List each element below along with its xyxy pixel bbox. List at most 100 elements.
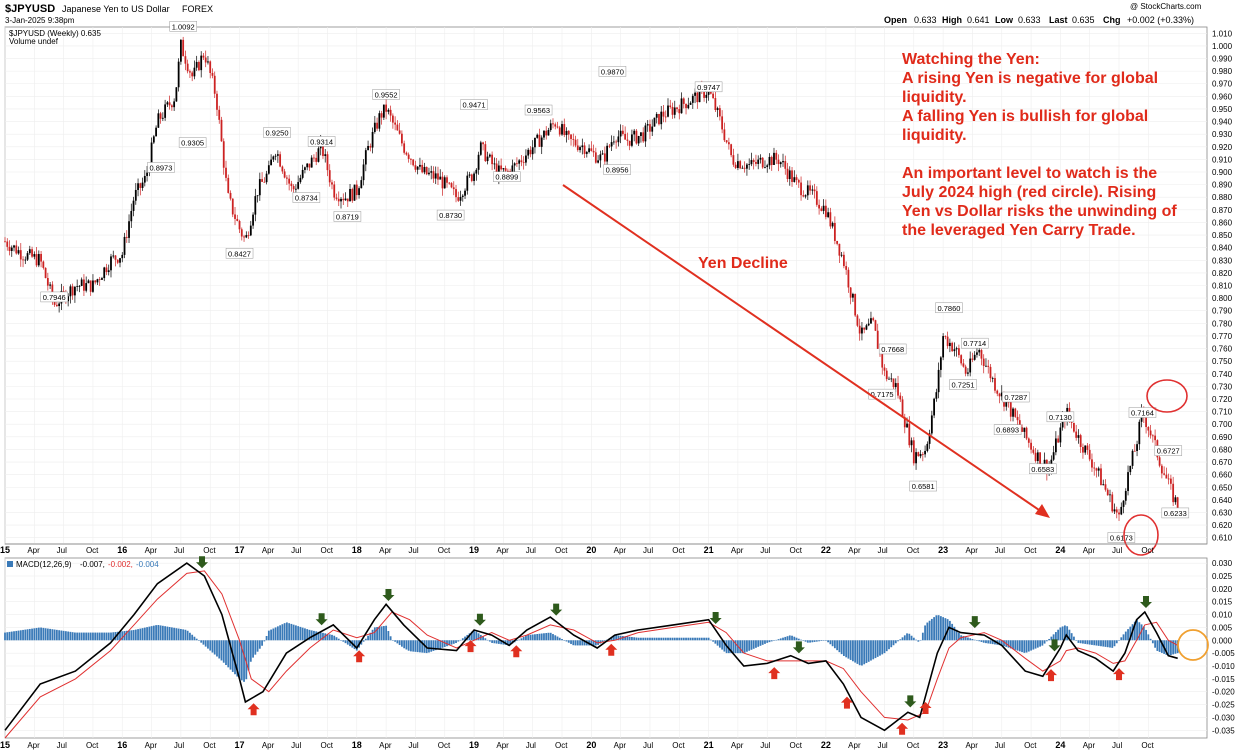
candle-body	[175, 87, 178, 102]
histogram-bar	[552, 634, 554, 641]
histogram-bar	[346, 640, 349, 645]
histogram-bar	[640, 637, 642, 641]
candle-body	[764, 166, 766, 168]
histogram-bar	[660, 637, 663, 641]
histogram-bar	[631, 637, 633, 641]
candle-body	[1160, 465, 1163, 474]
peak-label: 0.8899	[495, 173, 518, 182]
candle-body	[682, 98, 685, 104]
histogram-bar	[290, 623, 293, 641]
candle-body	[405, 152, 408, 155]
histogram-bar	[182, 629, 185, 641]
histogram-bar	[94, 632, 97, 641]
candle-body	[585, 152, 588, 154]
histogram-bar	[132, 630, 135, 641]
macd-histogram	[4, 615, 1179, 682]
candle-body	[369, 145, 372, 148]
histogram-bar	[809, 640, 811, 643]
candle-body	[173, 101, 176, 108]
histogram-bar	[897, 640, 899, 642]
histogram-bar	[594, 640, 597, 646]
x-tick: Oct	[86, 546, 99, 555]
x-tick: Apr	[614, 546, 627, 555]
candle-body	[1131, 450, 1134, 466]
candle-body	[746, 164, 748, 169]
price-tick: 0.640	[1212, 496, 1233, 505]
candle-body	[243, 236, 245, 238]
candle-body	[457, 197, 460, 201]
histogram-bar	[1043, 640, 1046, 644]
candle-body	[953, 349, 956, 352]
x-tick: 16	[117, 740, 127, 750]
candle-body	[696, 92, 699, 103]
candle-body	[876, 330, 879, 349]
candle-body	[290, 183, 293, 187]
candle-body	[1174, 497, 1177, 503]
histogram-bar	[549, 632, 552, 641]
histogram-bar	[1088, 640, 1091, 645]
histogram-bar	[962, 636, 965, 641]
candle-body	[802, 195, 805, 197]
price-tick: 0.800	[1212, 294, 1233, 303]
candle-body	[231, 198, 234, 215]
peak-label-box	[878, 343, 907, 355]
price-tick: 0.930	[1212, 130, 1233, 139]
peak-label: 0.6173	[1110, 533, 1133, 542]
x-tick: 21	[704, 740, 714, 750]
peak-label: 0.9314	[310, 137, 333, 146]
histogram-bar	[1057, 629, 1060, 641]
histogram-bar	[67, 631, 70, 641]
x-tick: Jul	[1112, 546, 1122, 555]
histogram-bar	[495, 640, 498, 644]
candle-body	[935, 392, 938, 399]
histogram-bar	[723, 640, 726, 652]
candle-body	[58, 303, 61, 307]
x-tick: Apr	[145, 741, 158, 750]
histogram-bar	[980, 640, 983, 642]
x-tick: Jul	[291, 546, 301, 555]
candle-body	[227, 177, 230, 193]
candle-body	[610, 142, 613, 147]
histogram-bar	[642, 637, 645, 641]
candle-body	[712, 93, 715, 99]
histogram-bar	[1118, 640, 1120, 641]
candle-body	[263, 181, 266, 183]
x-tick: Oct	[790, 741, 803, 750]
candle-body	[364, 150, 367, 165]
candle-body	[213, 75, 216, 94]
histogram-bar	[746, 640, 748, 652]
histogram-bar	[1113, 640, 1116, 647]
histogram-bar	[128, 630, 130, 641]
histogram-bar	[227, 640, 230, 668]
candle-body	[624, 133, 627, 140]
histogram-bar	[1147, 634, 1150, 641]
candle-body	[211, 72, 214, 76]
macd-tick: -0.025	[1212, 701, 1235, 710]
candle-body	[468, 174, 471, 176]
candle-body	[676, 107, 678, 110]
x-tick: Jul	[877, 741, 887, 750]
histogram-bar	[930, 618, 933, 641]
sell-arrow	[792, 641, 805, 654]
candle-body	[576, 145, 579, 151]
candle-body	[579, 147, 581, 151]
candle-body	[51, 284, 54, 299]
candle-body	[867, 323, 870, 326]
candle-body	[37, 253, 40, 266]
peak-label: 1.0092	[172, 22, 195, 31]
buy-arrow	[1045, 669, 1058, 682]
histogram-bar	[414, 640, 417, 652]
histogram-bar	[155, 625, 157, 641]
histogram-bar	[937, 615, 940, 641]
candle-body	[407, 154, 410, 159]
x-tick: Oct	[438, 546, 451, 555]
histogram-bar	[46, 628, 49, 641]
histogram-bar	[152, 625, 155, 641]
histogram-bar	[497, 640, 500, 644]
candle-body	[6, 241, 9, 247]
x-tick: Jul	[526, 546, 536, 555]
candle-body	[1050, 459, 1053, 468]
histogram-bar	[694, 637, 696, 641]
price-legend: $JPYUSD (Weekly) 0.635 Volume undef	[9, 29, 101, 46]
candle-body	[773, 152, 775, 165]
